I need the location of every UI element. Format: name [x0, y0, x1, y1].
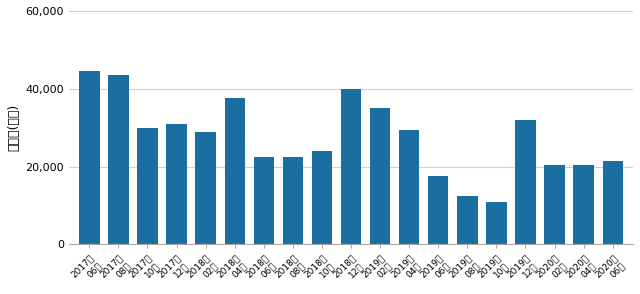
Bar — [253, 157, 274, 244]
Bar — [341, 89, 361, 244]
Bar — [138, 128, 157, 244]
Bar — [370, 108, 390, 244]
Bar — [108, 75, 129, 244]
Bar — [225, 98, 245, 244]
Bar — [283, 157, 303, 244]
Bar — [166, 124, 187, 244]
Bar — [399, 130, 419, 244]
Bar — [312, 151, 332, 244]
Bar — [457, 196, 477, 244]
Bar — [79, 71, 99, 244]
Bar — [515, 120, 536, 244]
Bar — [602, 161, 623, 244]
Bar — [545, 165, 564, 244]
Bar — [428, 176, 449, 244]
Bar — [573, 165, 594, 244]
Bar — [195, 131, 216, 244]
Bar — [486, 202, 507, 244]
Y-axis label: 거래량(건수): 거래량(건수) — [7, 104, 20, 151]
